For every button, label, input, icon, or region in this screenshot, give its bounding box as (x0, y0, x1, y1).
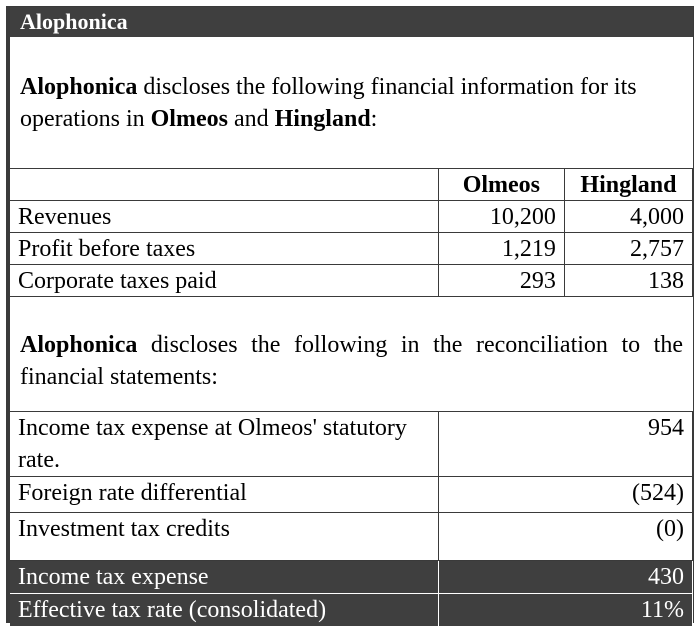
table-header-row: Olmeos Hingland (10, 168, 694, 201)
document-frame: Alophonica Alophonica discloses the foll… (6, 6, 694, 627)
total-row: Effective tax rate (consolidated) 11% (10, 593, 693, 627)
company-name: Alophonica (20, 74, 138, 100)
header-olmeos: Olmeos (437, 168, 565, 201)
header-hingland: Hingland (563, 168, 694, 201)
document-title: Alophonica (10, 7, 693, 37)
table-row: Profit before taxes 1,219 2,757 (10, 232, 694, 265)
table-row: Investment tax credits (0) (10, 512, 693, 561)
table-row: Corporate taxes paid 293 138 (10, 264, 694, 297)
total-row: Income tax expense 430 (10, 560, 693, 594)
table-row: Foreign rate differential (524) (10, 476, 693, 513)
table-row: Revenues 10,200 4,000 (10, 200, 694, 233)
reconciliation-table: Income tax expense at Olmeos' statutory … (10, 411, 693, 627)
intro-paragraph: Alophonica discloses the following finan… (20, 74, 637, 132)
reconciliation-paragraph: Alophonica discloses the following in th… (20, 332, 683, 390)
table-row: Income tax expense at Olmeos' statutory … (10, 411, 693, 477)
operations-table: Olmeos Hingland Revenues 10,200 4,000 Pr… (10, 168, 694, 297)
company-name: Alophonica (20, 332, 138, 358)
